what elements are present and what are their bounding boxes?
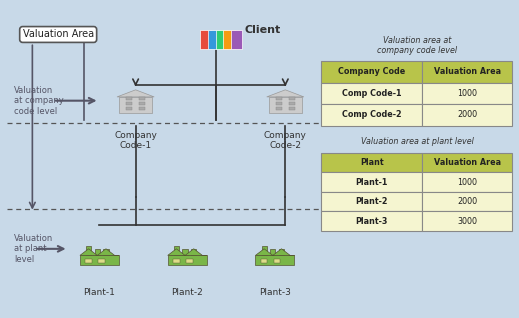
- FancyBboxPatch shape: [126, 102, 132, 105]
- FancyBboxPatch shape: [183, 249, 188, 255]
- FancyBboxPatch shape: [422, 211, 512, 231]
- Text: Valuation area at
company code level: Valuation area at company code level: [377, 36, 457, 55]
- Text: Plant-1: Plant-1: [84, 288, 115, 297]
- FancyBboxPatch shape: [274, 259, 280, 263]
- Text: Plant-2: Plant-2: [356, 197, 388, 206]
- FancyBboxPatch shape: [422, 172, 512, 192]
- FancyBboxPatch shape: [126, 97, 132, 100]
- FancyBboxPatch shape: [80, 255, 119, 265]
- Polygon shape: [117, 90, 154, 97]
- Text: Valuation
at company
code level: Valuation at company code level: [15, 86, 64, 115]
- Polygon shape: [255, 249, 294, 255]
- FancyBboxPatch shape: [422, 104, 512, 126]
- FancyBboxPatch shape: [321, 192, 422, 211]
- FancyBboxPatch shape: [289, 97, 295, 100]
- FancyBboxPatch shape: [86, 259, 92, 263]
- FancyBboxPatch shape: [139, 107, 145, 110]
- Text: Company Code: Company Code: [338, 67, 405, 77]
- Text: 2000: 2000: [457, 197, 477, 206]
- Text: Company
Code-1: Company Code-1: [114, 131, 157, 150]
- Text: 2000: 2000: [457, 110, 477, 119]
- FancyBboxPatch shape: [422, 61, 512, 83]
- FancyBboxPatch shape: [321, 211, 422, 231]
- FancyBboxPatch shape: [103, 249, 108, 255]
- FancyBboxPatch shape: [94, 249, 100, 255]
- FancyBboxPatch shape: [255, 255, 294, 265]
- FancyBboxPatch shape: [276, 102, 282, 105]
- FancyBboxPatch shape: [215, 30, 227, 49]
- FancyBboxPatch shape: [321, 83, 422, 104]
- FancyBboxPatch shape: [139, 97, 145, 100]
- Polygon shape: [80, 249, 119, 255]
- Polygon shape: [267, 90, 304, 97]
- Text: Company
Code-2: Company Code-2: [264, 131, 307, 150]
- FancyBboxPatch shape: [422, 153, 512, 172]
- FancyBboxPatch shape: [276, 97, 282, 100]
- FancyBboxPatch shape: [168, 255, 207, 265]
- Text: Valuation Area: Valuation Area: [434, 67, 501, 77]
- Text: Plant-2: Plant-2: [171, 288, 203, 297]
- Text: Plant-3: Plant-3: [259, 288, 291, 297]
- FancyBboxPatch shape: [173, 259, 180, 263]
- FancyBboxPatch shape: [422, 192, 512, 211]
- Text: 1000: 1000: [457, 89, 477, 98]
- Text: Valuation
at plant
level: Valuation at plant level: [15, 234, 53, 264]
- FancyBboxPatch shape: [200, 30, 211, 49]
- Text: Plant-3: Plant-3: [356, 217, 388, 225]
- Text: Plant: Plant: [360, 158, 384, 167]
- FancyBboxPatch shape: [139, 102, 145, 105]
- Text: 1000: 1000: [457, 177, 477, 187]
- Text: Valuation area at plant level: Valuation area at plant level: [361, 137, 473, 146]
- Polygon shape: [168, 249, 207, 255]
- FancyBboxPatch shape: [276, 107, 282, 110]
- FancyBboxPatch shape: [269, 97, 302, 113]
- FancyBboxPatch shape: [321, 104, 422, 126]
- FancyBboxPatch shape: [261, 259, 267, 263]
- FancyBboxPatch shape: [99, 259, 105, 263]
- FancyBboxPatch shape: [223, 30, 235, 49]
- FancyBboxPatch shape: [422, 83, 512, 104]
- Text: Plant-1: Plant-1: [356, 177, 388, 187]
- FancyBboxPatch shape: [321, 153, 422, 172]
- FancyBboxPatch shape: [126, 107, 132, 110]
- FancyBboxPatch shape: [174, 246, 179, 255]
- FancyBboxPatch shape: [289, 102, 295, 105]
- FancyBboxPatch shape: [119, 97, 152, 113]
- Text: Comp Code-1: Comp Code-1: [342, 89, 402, 98]
- FancyBboxPatch shape: [289, 107, 295, 110]
- Text: Valuation Area: Valuation Area: [434, 158, 501, 167]
- FancyBboxPatch shape: [270, 249, 276, 255]
- FancyBboxPatch shape: [191, 249, 196, 255]
- FancyBboxPatch shape: [186, 259, 193, 263]
- FancyBboxPatch shape: [321, 172, 422, 192]
- Text: Comp Code-2: Comp Code-2: [342, 110, 402, 119]
- Text: Client: Client: [244, 25, 280, 35]
- FancyBboxPatch shape: [279, 249, 284, 255]
- Text: Valuation Area: Valuation Area: [23, 30, 94, 39]
- Text: 3000: 3000: [457, 217, 477, 225]
- FancyBboxPatch shape: [231, 30, 242, 49]
- FancyBboxPatch shape: [262, 246, 267, 255]
- FancyBboxPatch shape: [86, 246, 91, 255]
- FancyBboxPatch shape: [321, 61, 422, 83]
- FancyBboxPatch shape: [208, 30, 219, 49]
